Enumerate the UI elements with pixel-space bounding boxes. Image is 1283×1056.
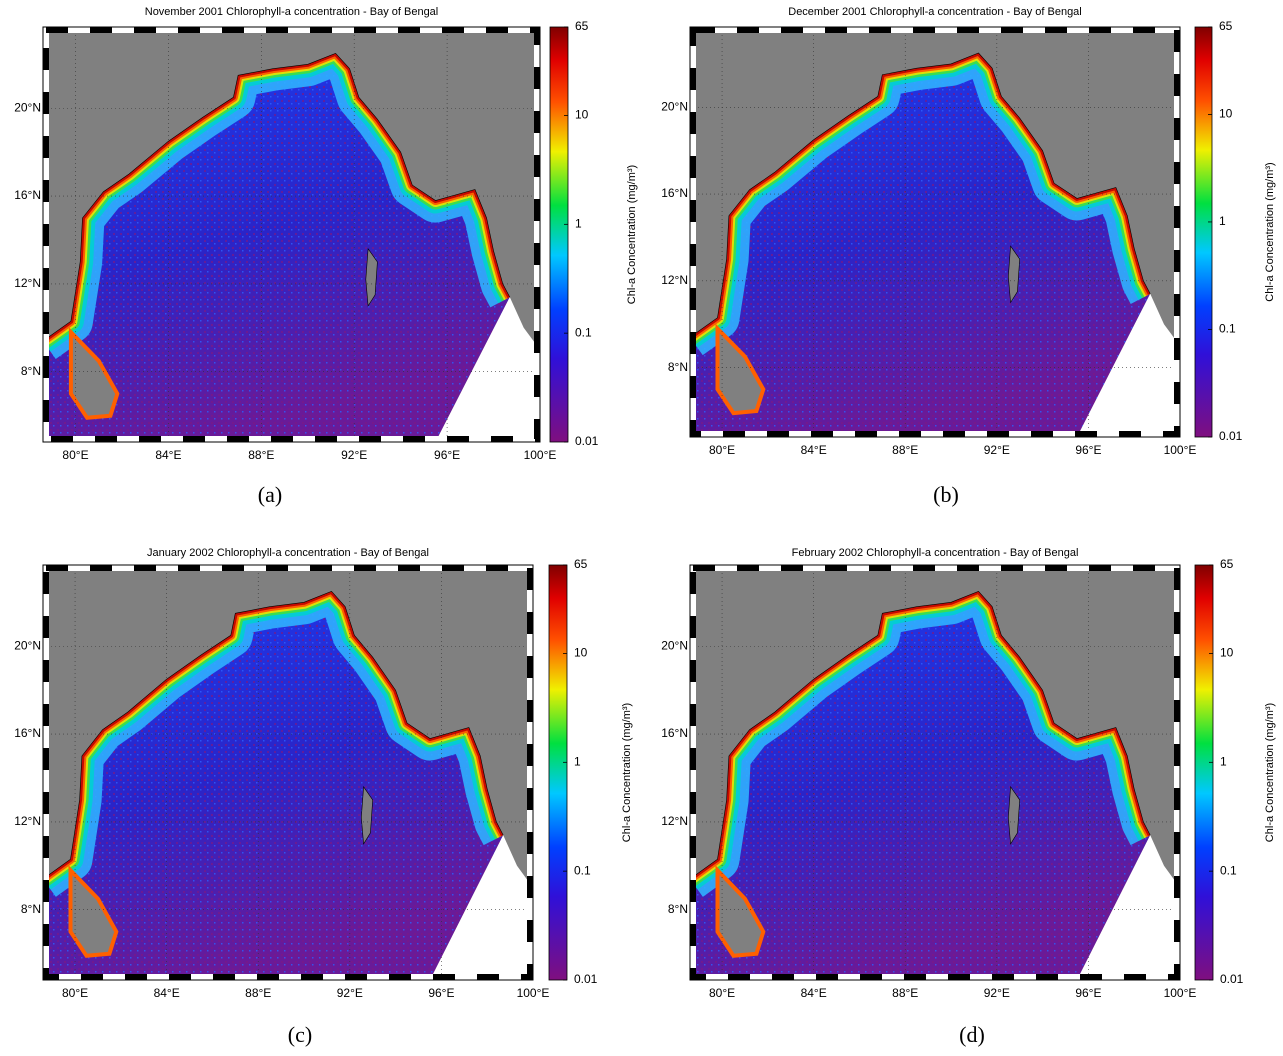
map-border [42, 564, 534, 981]
colorbar-tick-label: 0.1 [1220, 863, 1237, 877]
sri-lanka [715, 323, 766, 416]
caption: (a) [258, 482, 282, 507]
lat-tick-label: 8°N [21, 364, 41, 378]
andaman-islands [360, 785, 374, 845]
lat-tick-label: 16°N [14, 726, 41, 740]
lon-tick-label: 80°E [709, 443, 735, 457]
lat-tick-label: 20°N [661, 99, 688, 113]
map-border [42, 26, 541, 443]
colorbar-label: Chl-a Concentration (mg/m³) [1264, 162, 1276, 301]
lon-tick-label: 92°E [984, 443, 1010, 457]
lon-tick-label: 96°E [434, 448, 460, 462]
lon-tick-label: 100°E [517, 986, 550, 1000]
andaman-islands [1007, 245, 1021, 304]
lat-tick-label: 8°N [21, 902, 41, 916]
lon-tick-label: 80°E [62, 448, 88, 462]
colorbar-tick-label: 1 [1219, 214, 1226, 228]
andaman-islands [1007, 785, 1021, 845]
lon-tick-label: 88°E [248, 448, 274, 462]
lat-tick-label: 8°N [668, 360, 688, 374]
colorbar-tick-label: 0.1 [575, 325, 592, 339]
colorbar-tick-label: 1 [575, 216, 582, 230]
caption: (c) [288, 1022, 312, 1047]
no-data [1077, 835, 1180, 980]
colorbar [549, 26, 569, 443]
lat-tick-label: 20°N [14, 100, 41, 114]
lat-tick-label: 12°N [661, 814, 688, 828]
colorbar-tick-label: 1 [1220, 754, 1227, 768]
colorbar-tick-label: 0.01 [575, 434, 599, 448]
colorbar [1194, 26, 1213, 438]
colorbar-tick-label: 65 [1219, 19, 1233, 33]
lat-tick-label: 8°N [668, 902, 688, 916]
panel-title: February 2002 Chlorophyll-a concentratio… [792, 547, 1079, 559]
colorbar [1194, 564, 1214, 981]
andaman-islands [365, 247, 378, 307]
colorbar-tick-label: 65 [574, 557, 588, 571]
colorbar-label: Chl-a Concentration (mg/m³) [1264, 703, 1276, 842]
lon-tick-label: 88°E [245, 986, 271, 1000]
lat-tick-label: 20°N [14, 638, 41, 652]
map-border [689, 26, 1181, 438]
lon-tick-label: 88°E [892, 443, 918, 457]
colorbar-tick-label: 65 [575, 19, 589, 33]
lat-tick-label: 16°N [14, 188, 41, 202]
no-data [1077, 293, 1180, 437]
lon-tick-label: 92°E [984, 986, 1010, 1000]
lon-tick-label: 84°E [154, 986, 180, 1000]
colorbar-tick-label: 1 [574, 754, 581, 768]
lon-tick-label: 84°E [801, 443, 827, 457]
panel-title: November 2001 Chlorophyll-a concentratio… [145, 6, 439, 18]
caption: (d) [959, 1022, 985, 1047]
colorbar-label: Chl-a Concentration (mg/m³) [621, 703, 633, 842]
lat-tick-label: 16°N [661, 186, 688, 200]
colorbar-tick-label: 10 [574, 646, 588, 660]
lat-tick-label: 12°N [661, 273, 688, 287]
colorbar-tick-label: 0.1 [574, 863, 591, 877]
colorbar-tick-label: 0.01 [574, 972, 598, 986]
map-frame-ticks [690, 565, 1180, 980]
lon-tick-label: 80°E [62, 986, 88, 1000]
colorbar-tick-label: 10 [1220, 646, 1234, 660]
lon-tick-label: 84°E [801, 986, 827, 1000]
colorbar-tick-label: 65 [1220, 557, 1234, 571]
colorbar-tick-label: 0.01 [1219, 429, 1243, 443]
map-frame-ticks [43, 27, 540, 442]
lon-tick-label: 96°E [1075, 986, 1101, 1000]
panel-title: December 2001 Chlorophyll-a concentratio… [788, 6, 1082, 18]
sri-lanka [715, 865, 766, 958]
lat-tick-label: 20°N [661, 638, 688, 652]
lon-tick-label: 92°E [341, 448, 367, 462]
colorbar [548, 564, 568, 981]
lon-tick-label: 88°E [892, 986, 918, 1000]
lon-tick-label: 96°E [428, 986, 454, 1000]
no-data [435, 297, 540, 442]
lat-tick-label: 12°N [14, 814, 41, 828]
map-frame-ticks [690, 27, 1180, 437]
sri-lanka [68, 865, 119, 958]
colorbar-label: Chl-a Concentration (mg/m³) [626, 165, 638, 304]
lat-tick-label: 16°N [661, 726, 688, 740]
colorbar-tick-label: 10 [575, 108, 589, 122]
lon-tick-label: 84°E [155, 448, 181, 462]
map-border [689, 564, 1181, 981]
lon-tick-label: 96°E [1075, 443, 1101, 457]
lon-tick-label: 100°E [1164, 443, 1197, 457]
panel-title: January 2002 Chlorophyll-a concentration… [147, 547, 429, 559]
caption: (b) [933, 482, 959, 507]
lat-tick-label: 12°N [14, 276, 41, 290]
map-frame-ticks [43, 565, 533, 980]
lon-tick-label: 100°E [1164, 986, 1197, 1000]
colorbar-tick-label: 10 [1219, 107, 1233, 121]
colorbar-tick-label: 0.1 [1219, 322, 1236, 336]
sri-lanka [68, 327, 120, 420]
lon-tick-label: 100°E [524, 448, 557, 462]
lon-tick-label: 80°E [709, 986, 735, 1000]
lon-tick-label: 92°E [337, 986, 363, 1000]
no-data [430, 835, 533, 980]
colorbar-tick-label: 0.01 [1220, 972, 1244, 986]
